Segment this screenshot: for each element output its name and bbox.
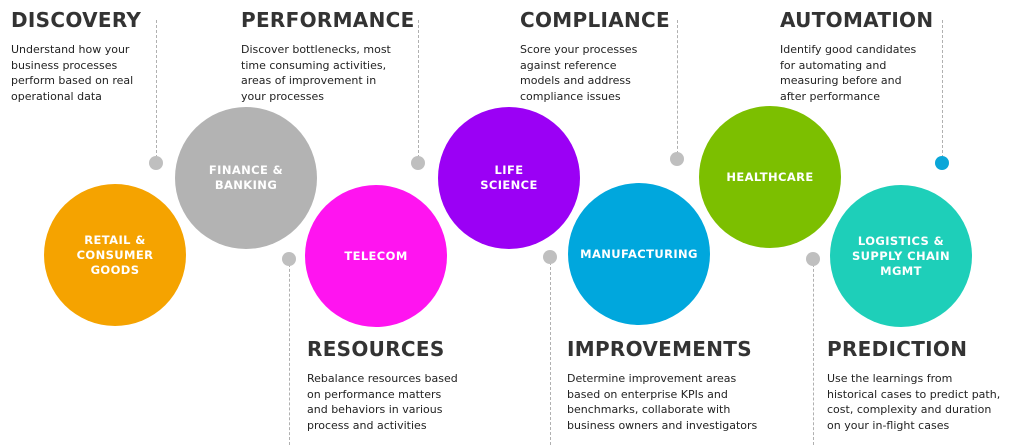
connector-line-performance xyxy=(418,20,419,163)
stage-desc-improvements: Determine improvement areas based on ent… xyxy=(567,372,758,432)
industry-circle-life-science: LIFE SCIENCE xyxy=(438,107,580,249)
connector-line-improvements xyxy=(550,257,551,445)
stage-title-compliance: COMPLIANCE xyxy=(520,8,670,32)
stage-desc-resources: Rebalance resources based on performance… xyxy=(307,372,458,432)
industry-label-telecom: TELECOM xyxy=(344,248,408,263)
industry-circle-retail: RETAIL & CONSUMER GOODS xyxy=(44,184,186,326)
industry-label-manufacturing: MANUFACTURING xyxy=(580,246,698,261)
industry-circle-finance: FINANCE & BANKING xyxy=(175,107,317,249)
industry-label-logistics: LOGISTICS & SUPPLY CHAIN MGMT xyxy=(851,233,950,278)
stage-desc-prediction: Use the learnings from historical cases … xyxy=(827,372,1001,432)
industry-circle-telecom: TELECOM xyxy=(305,185,447,327)
industry-circle-healthcare: HEALTHCARE xyxy=(699,106,841,248)
connector-line-automation xyxy=(942,20,943,163)
industry-label-healthcare: HEALTHCARE xyxy=(726,169,814,184)
connector-line-resources xyxy=(289,259,290,445)
stage-title-automation: AUTOMATION xyxy=(780,8,934,32)
stage-title-discovery: DISCOVERY xyxy=(11,8,142,32)
industry-circle-manufacturing: MANUFACTURING xyxy=(568,183,710,325)
stage-title-performance: PERFORMANCE xyxy=(241,8,415,32)
stage-desc-performance: Discover bottlenecks, most time consumin… xyxy=(241,43,391,103)
connector-line-prediction xyxy=(813,259,814,445)
stage-desc-discovery: Understand how your business processes p… xyxy=(11,43,134,103)
connector-dot-automation xyxy=(935,156,949,170)
stage-desc-automation: Identify good candidates for automating … xyxy=(780,43,917,103)
industry-label-retail: RETAIL & CONSUMER GOODS xyxy=(76,232,154,277)
connector-dot-discovery xyxy=(149,156,163,170)
connector-dot-performance xyxy=(411,156,425,170)
connector-line-compliance xyxy=(677,20,678,159)
connector-dot-prediction xyxy=(806,252,820,266)
stage-title-improvements: IMPROVEMENTS xyxy=(567,337,752,361)
stage-desc-compliance: Score your processes against reference m… xyxy=(520,43,638,103)
stage-title-prediction: PREDICTION xyxy=(827,337,968,361)
industry-label-life-science: LIFE SCIENCE xyxy=(480,163,538,192)
connector-dot-improvements xyxy=(543,250,557,264)
connector-dot-resources xyxy=(282,252,296,266)
industry-circle-logistics: LOGISTICS & SUPPLY CHAIN MGMT xyxy=(830,185,972,327)
stage-title-resources: RESOURCES xyxy=(307,337,445,361)
connector-dot-compliance xyxy=(670,152,684,166)
connector-line-discovery xyxy=(156,20,157,163)
industry-label-finance: FINANCE & BANKING xyxy=(208,163,284,192)
